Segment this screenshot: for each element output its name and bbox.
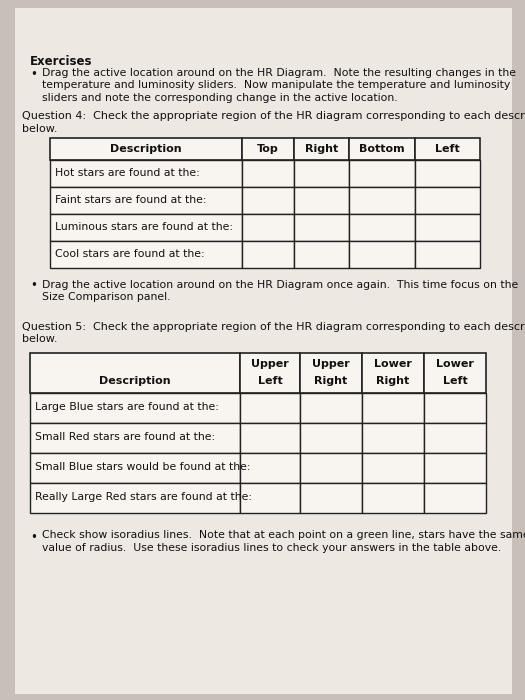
Bar xyxy=(240,482,300,512)
Bar xyxy=(30,452,240,482)
Bar xyxy=(415,214,480,241)
Bar xyxy=(50,241,242,267)
Text: below.: below. xyxy=(22,335,58,344)
Text: Left: Left xyxy=(258,377,282,386)
Bar xyxy=(362,423,424,452)
Bar xyxy=(242,241,294,267)
Bar xyxy=(242,160,294,186)
Text: Really Large Red stars are found at the:: Really Large Red stars are found at the: xyxy=(35,493,252,503)
Text: Cool stars are found at the:: Cool stars are found at the: xyxy=(55,249,205,259)
Bar xyxy=(362,452,424,482)
Text: Faint stars are found at the:: Faint stars are found at the: xyxy=(55,195,206,205)
Text: Description: Description xyxy=(110,144,182,153)
Bar xyxy=(294,160,349,186)
Bar xyxy=(30,353,240,393)
Text: Drag the active location around on the HR Diagram once again.  This time focus o: Drag the active location around on the H… xyxy=(42,279,518,290)
Text: •: • xyxy=(30,279,37,293)
Text: Description: Description xyxy=(99,377,171,386)
Text: below.: below. xyxy=(22,123,58,134)
Bar xyxy=(349,186,415,214)
Bar xyxy=(415,160,480,186)
Bar xyxy=(300,393,362,423)
Bar xyxy=(349,241,415,267)
Text: sliders and note the corresponding change in the active location.: sliders and note the corresponding chang… xyxy=(42,93,397,103)
Bar xyxy=(50,186,242,214)
Bar xyxy=(50,137,242,160)
Bar xyxy=(300,353,362,393)
Bar xyxy=(424,452,486,482)
Bar xyxy=(362,393,424,423)
Text: Small Blue stars would be found at the:: Small Blue stars would be found at the: xyxy=(35,463,250,473)
Text: Large Blue stars are found at the:: Large Blue stars are found at the: xyxy=(35,402,219,412)
Text: Right: Right xyxy=(305,144,338,153)
Bar xyxy=(294,137,349,160)
Text: Size Comparison panel.: Size Comparison panel. xyxy=(42,292,171,302)
Text: Check show isoradius lines.  Note that at each point on a green line, stars have: Check show isoradius lines. Note that at… xyxy=(42,531,525,540)
Bar xyxy=(300,452,362,482)
Bar xyxy=(349,160,415,186)
Text: Lower: Lower xyxy=(436,358,474,369)
Bar xyxy=(30,393,240,423)
Text: temperature and luminosity sliders.  Now manipulate the temperature and luminosi: temperature and luminosity sliders. Now … xyxy=(42,80,510,90)
Bar xyxy=(349,137,415,160)
Text: Top: Top xyxy=(257,144,279,153)
Text: Upper: Upper xyxy=(251,358,289,369)
Bar xyxy=(362,482,424,512)
Bar xyxy=(242,214,294,241)
Text: Upper: Upper xyxy=(312,358,350,369)
Bar xyxy=(30,423,240,452)
Text: Bottom: Bottom xyxy=(359,144,405,153)
Text: Exercises: Exercises xyxy=(30,55,92,68)
Bar xyxy=(415,186,480,214)
Bar xyxy=(300,423,362,452)
Bar xyxy=(294,186,349,214)
Bar xyxy=(242,186,294,214)
Text: Right: Right xyxy=(314,377,348,386)
Bar xyxy=(362,353,424,393)
Text: Luminous stars are found at the:: Luminous stars are found at the: xyxy=(55,222,233,232)
Bar xyxy=(294,241,349,267)
Bar xyxy=(240,393,300,423)
Bar xyxy=(242,137,294,160)
Bar xyxy=(294,214,349,241)
Bar xyxy=(50,160,242,186)
Text: Left: Left xyxy=(443,377,467,386)
Bar xyxy=(415,241,480,267)
Text: Question 5:  Check the appropriate region of the HR diagram corresponding to eac: Question 5: Check the appropriate region… xyxy=(22,322,525,332)
Text: Left: Left xyxy=(435,144,460,153)
Text: Drag the active location around on the HR Diagram.  Note the resulting changes i: Drag the active location around on the H… xyxy=(42,68,516,78)
Bar xyxy=(349,214,415,241)
Text: Lower: Lower xyxy=(374,358,412,369)
Text: value of radius.  Use these isoradius lines to check your answers in the table a: value of radius. Use these isoradius lin… xyxy=(42,543,501,553)
Bar xyxy=(30,482,240,512)
Bar xyxy=(50,214,242,241)
Text: Right: Right xyxy=(376,377,410,386)
Text: •: • xyxy=(30,531,37,543)
Text: Small Red stars are found at the:: Small Red stars are found at the: xyxy=(35,433,215,442)
Bar xyxy=(415,137,480,160)
Bar xyxy=(424,393,486,423)
Bar xyxy=(424,353,486,393)
Text: Question 4:  Check the appropriate region of the HR diagram corresponding to eac: Question 4: Check the appropriate region… xyxy=(22,111,525,121)
Bar xyxy=(240,353,300,393)
Bar xyxy=(424,423,486,452)
Bar xyxy=(300,482,362,512)
Text: •: • xyxy=(30,68,37,81)
Bar xyxy=(424,482,486,512)
Bar xyxy=(240,452,300,482)
Bar xyxy=(240,423,300,452)
Text: Hot stars are found at the:: Hot stars are found at the: xyxy=(55,168,200,178)
